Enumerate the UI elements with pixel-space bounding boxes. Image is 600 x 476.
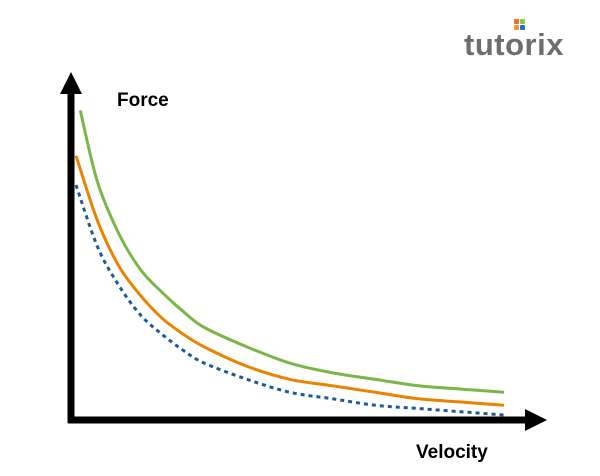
x-axis-label: Velocity — [416, 442, 488, 463]
logo-dot — [520, 19, 525, 24]
logo-dot — [514, 25, 519, 30]
y-axis-arrowhead — [60, 72, 82, 94]
series-line-1 — [78, 110, 505, 394]
series-line-3 — [74, 184, 505, 417]
y-axis-label: Force — [117, 90, 169, 111]
tutorix-logo: tutorix — [464, 16, 564, 60]
logo-dots-icon — [514, 19, 530, 31]
logo-text: tutorix — [464, 27, 564, 62]
x-axis-arrowhead — [525, 409, 547, 431]
logo-dot — [514, 19, 519, 24]
series-layer — [74, 110, 505, 417]
series-line-2 — [74, 155, 505, 407]
logo-dot — [520, 25, 525, 30]
